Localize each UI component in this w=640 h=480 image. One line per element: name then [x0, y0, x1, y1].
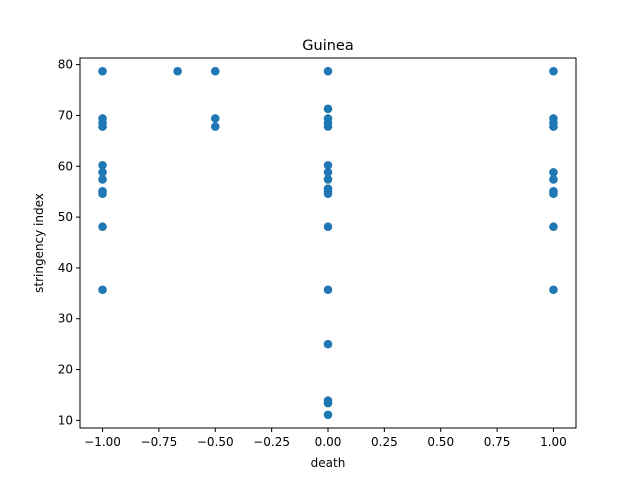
data-point — [98, 175, 107, 184]
data-point — [549, 189, 558, 199]
y-tick-label: 10 — [58, 413, 73, 427]
points-layer — [98, 66, 558, 420]
x-axis-ticks: −1.00 −0.75 −0.50 −0.25 0.00 0.25 0.50 0.75 1.00 — [84, 428, 567, 449]
y-tick-label: 30 — [58, 312, 73, 326]
y-tick-label: 40 — [58, 261, 73, 275]
data-point — [549, 175, 558, 184]
data-point — [323, 398, 333, 408]
data-point — [323, 175, 333, 184]
x-tick-label: −0.50 — [197, 435, 234, 449]
y-tick-label: 80 — [58, 58, 73, 72]
data-point — [323, 410, 333, 420]
y-axis-ticks: 10 20 30 40 50 60 70 80 — [58, 58, 80, 427]
data-point — [98, 222, 107, 232]
data-point — [323, 189, 333, 199]
data-point — [549, 168, 558, 177]
x-tick-label: −1.00 — [84, 435, 121, 449]
x-tick-label: 0.50 — [427, 435, 454, 449]
data-point — [323, 285, 333, 295]
data-point — [98, 285, 107, 295]
data-point — [173, 66, 182, 76]
data-point — [210, 122, 220, 131]
x-axis-label: death — [311, 456, 346, 470]
x-tick-label: 0.00 — [315, 435, 342, 449]
y-axis-label: stringency index — [32, 193, 46, 293]
data-point — [98, 160, 107, 170]
data-point — [98, 189, 107, 199]
plot-frame — [79, 57, 577, 429]
data-point — [323, 104, 333, 114]
y-tick-label: 60 — [58, 159, 73, 173]
data-point — [323, 339, 333, 349]
x-tick-label: −0.75 — [141, 435, 178, 449]
data-point — [98, 168, 107, 177]
data-point — [323, 122, 333, 131]
x-tick-label: 0.25 — [371, 435, 398, 449]
x-tick-label: 1.00 — [540, 435, 567, 449]
data-point — [549, 66, 558, 76]
data-point — [98, 66, 107, 76]
data-point — [323, 66, 333, 76]
data-point — [323, 168, 333, 177]
chart-title: Guinea — [302, 38, 353, 54]
x-tick-label: −0.25 — [253, 435, 290, 449]
data-point — [210, 66, 220, 76]
y-tick-label: 70 — [58, 108, 73, 122]
x-tick-label: 0.75 — [484, 435, 511, 449]
data-point — [549, 285, 558, 295]
data-point — [323, 160, 333, 170]
y-tick-label: 50 — [58, 210, 73, 224]
data-point — [210, 114, 220, 123]
data-point — [323, 222, 333, 232]
data-point — [98, 122, 107, 131]
y-tick-label: 20 — [58, 363, 73, 377]
data-point — [549, 122, 558, 131]
data-point — [549, 222, 558, 232]
